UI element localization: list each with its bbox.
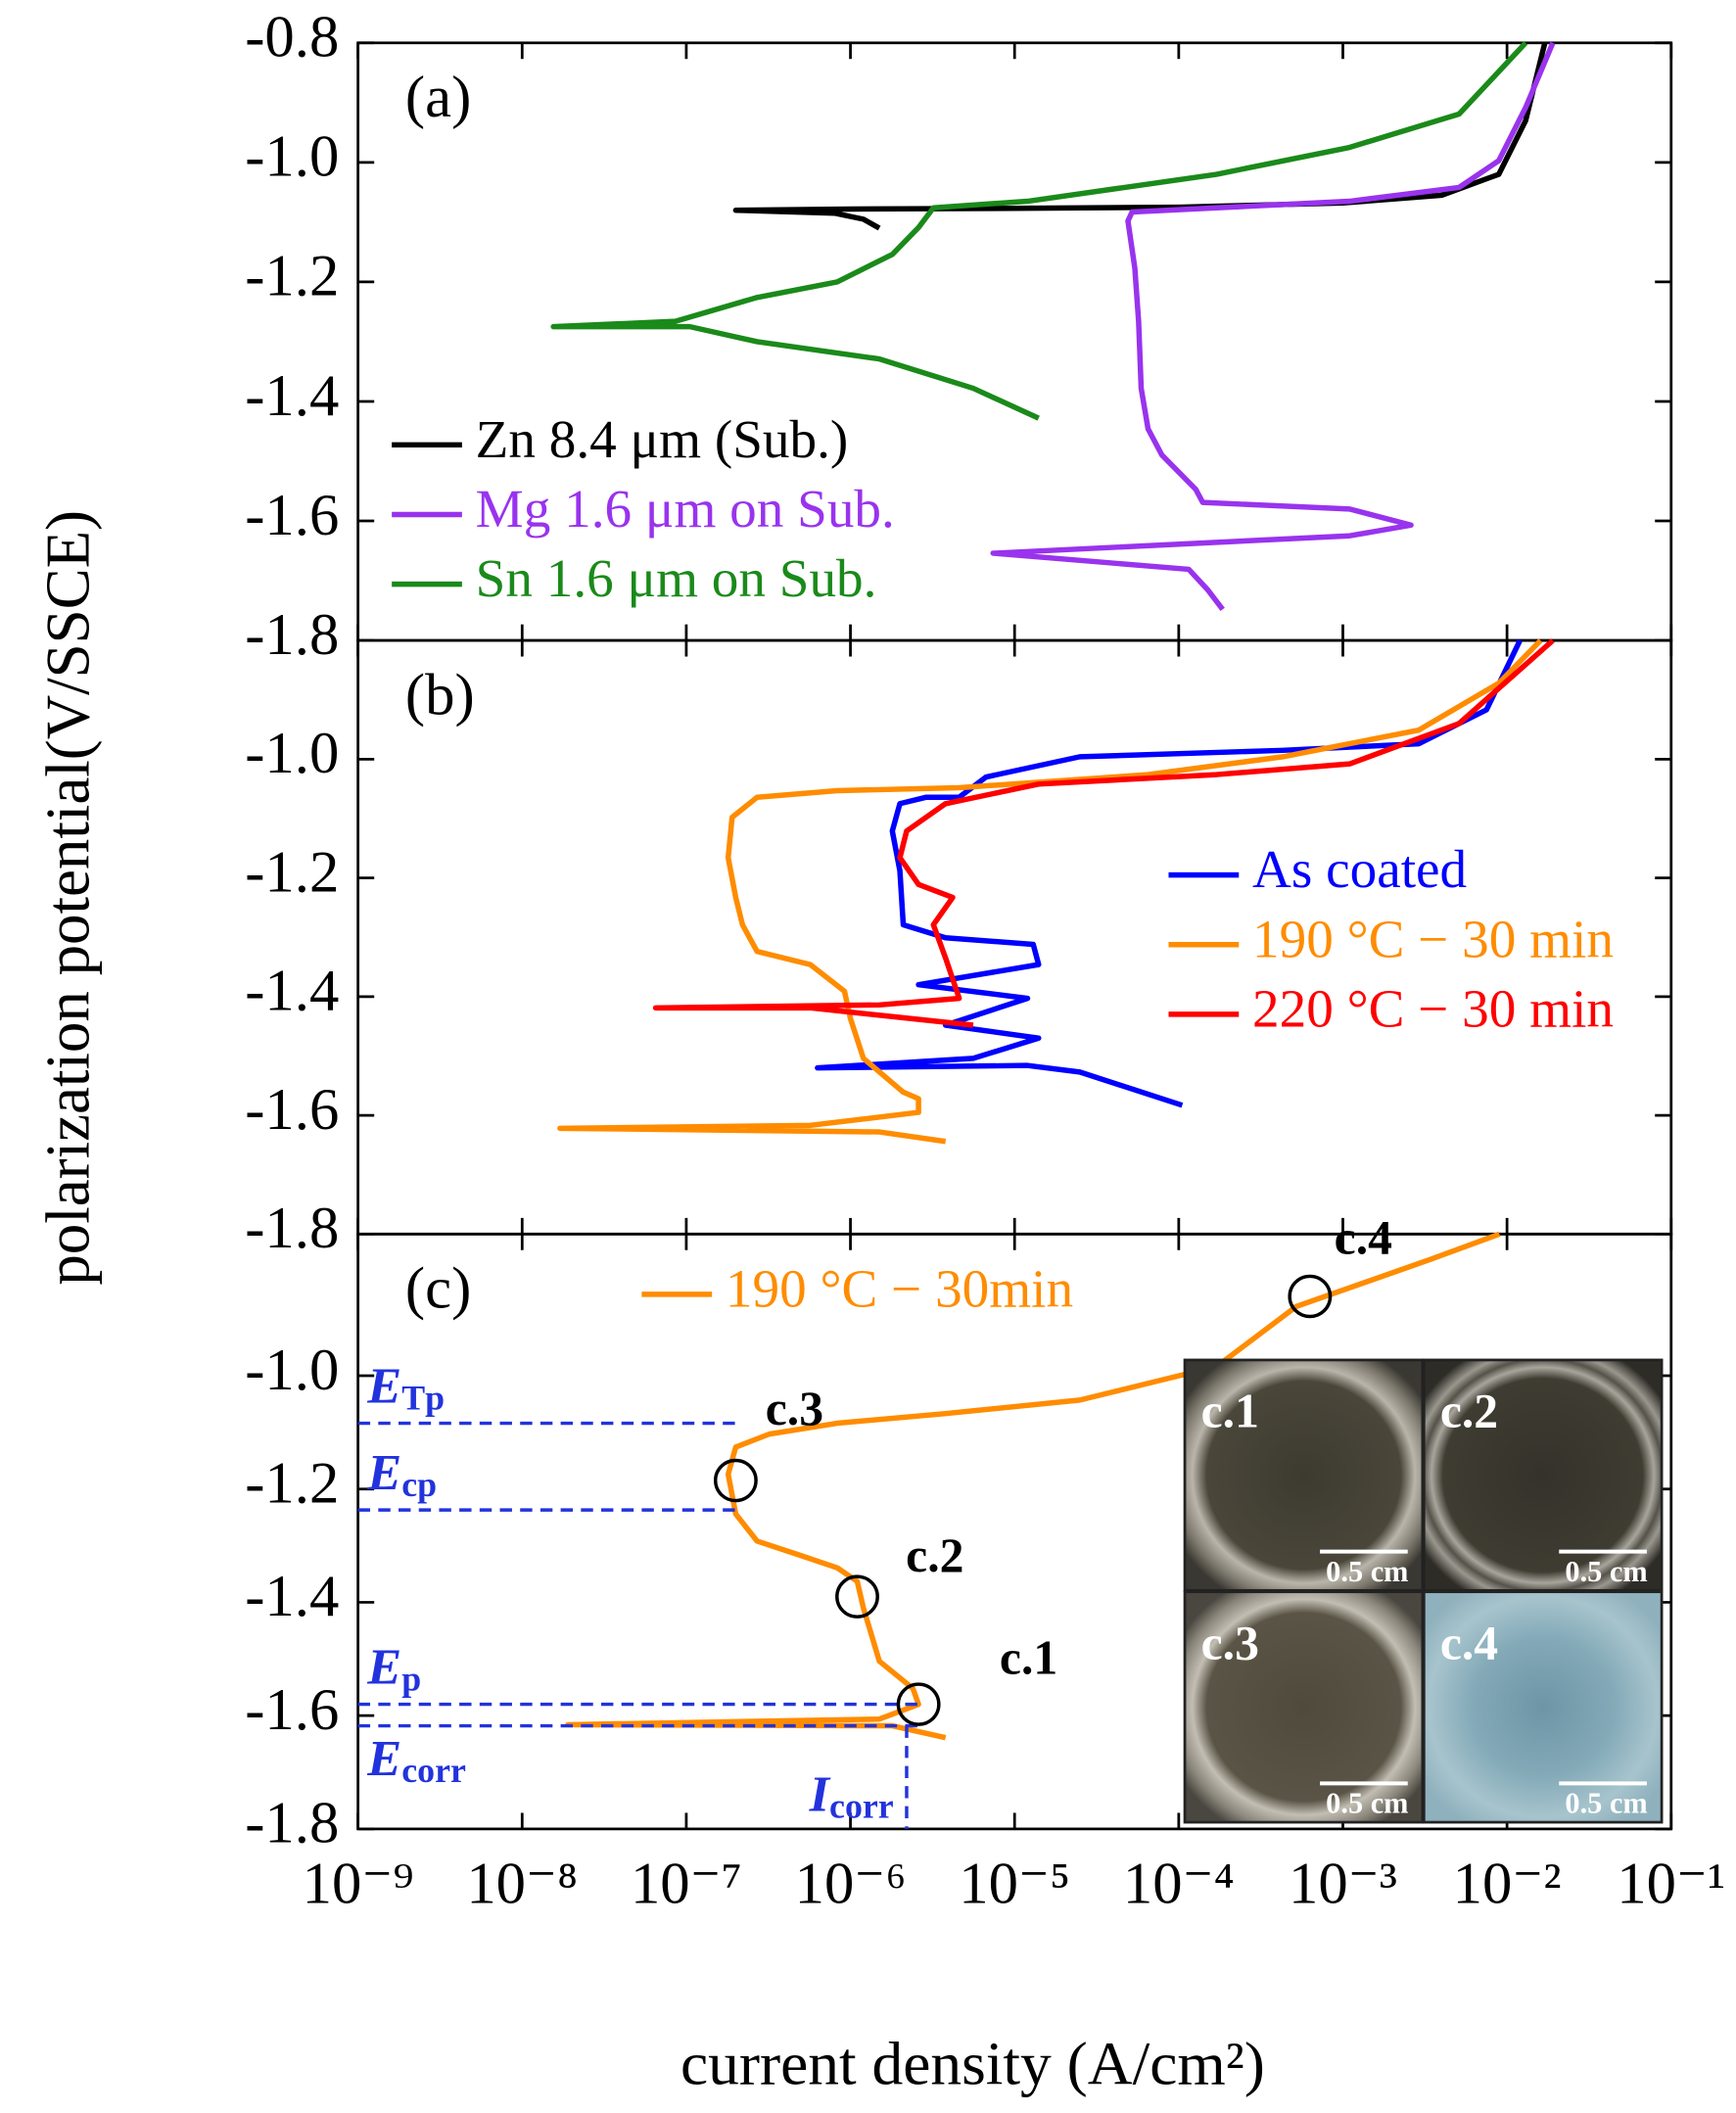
level-label: Ecp bbox=[366, 1444, 437, 1504]
legend-label: 190 °C − 30min bbox=[726, 1259, 1073, 1319]
x-tick-label: 10⁻⁷ bbox=[631, 1852, 742, 1917]
y-tick-label: -1.4 bbox=[245, 1564, 339, 1629]
panel-label: (b) bbox=[405, 663, 475, 728]
series-line bbox=[815, 638, 1523, 1108]
legend-label: Mg 1.6 μm on Sub. bbox=[476, 479, 895, 539]
x-tick-label: 10⁻⁹ bbox=[303, 1852, 414, 1917]
point-marker bbox=[835, 1574, 879, 1619]
legend-label: As coated bbox=[1252, 839, 1467, 899]
y-tick-label: -1.4 bbox=[245, 959, 339, 1024]
point-marker bbox=[896, 1682, 941, 1726]
level-label: ETp bbox=[366, 1358, 445, 1418]
y-tick-label: -1.8 bbox=[245, 1196, 339, 1261]
x-tick-label: 10⁻¹ bbox=[1617, 1852, 1725, 1917]
scale-label: 0.5 cm bbox=[1326, 1555, 1408, 1588]
x-tick-label: 10⁻³ bbox=[1289, 1852, 1397, 1917]
legend-label: 220 °C − 30 min bbox=[1252, 979, 1614, 1039]
y-tick-label: -1.6 bbox=[245, 483, 339, 548]
inset-label: c.4 bbox=[1440, 1617, 1498, 1670]
subscript: corr bbox=[829, 1787, 894, 1826]
y-axis-label: polarization potential(V/SSCE) bbox=[33, 510, 102, 1286]
current-label: Icorr bbox=[809, 1766, 894, 1826]
level-label: Ecorr bbox=[366, 1730, 466, 1790]
y-tick-label: -1.8 bbox=[245, 602, 339, 668]
y-tick-label: -1.6 bbox=[245, 1677, 339, 1743]
panel-label: (c) bbox=[405, 1256, 471, 1322]
y-tick-label: -1.4 bbox=[245, 363, 339, 429]
series-line bbox=[732, 42, 1548, 231]
point-label: c.4 bbox=[1335, 1211, 1392, 1265]
subscript: cp bbox=[401, 1466, 437, 1505]
x-tick-label: 10⁻² bbox=[1453, 1852, 1562, 1917]
inset-label: c.3 bbox=[1201, 1617, 1259, 1670]
subscript: Tp bbox=[401, 1379, 445, 1418]
point-label: c.2 bbox=[906, 1528, 963, 1582]
symbol: E bbox=[366, 1730, 401, 1787]
scale-label: 0.5 cm bbox=[1565, 1787, 1647, 1820]
symbol: E bbox=[366, 1639, 401, 1696]
symbol: E bbox=[366, 1444, 401, 1501]
y-tick-label: -1.2 bbox=[245, 1451, 339, 1517]
x-tick-label: 10⁻⁴ bbox=[1123, 1852, 1235, 1917]
legend-label: Sn 1.6 μm on Sub. bbox=[476, 548, 877, 608]
point-marker bbox=[713, 1458, 758, 1503]
y-tick-label: -1.0 bbox=[245, 124, 339, 190]
series-line bbox=[990, 41, 1556, 612]
point-marker bbox=[1288, 1274, 1333, 1319]
y-tick-label: -1.8 bbox=[245, 1791, 339, 1856]
inset-label: c.1 bbox=[1201, 1385, 1259, 1438]
series-line bbox=[652, 638, 1555, 1028]
y-tick-label: -1.6 bbox=[245, 1077, 339, 1143]
scale-label: 0.5 cm bbox=[1565, 1555, 1647, 1588]
point-label: c.1 bbox=[1000, 1631, 1057, 1685]
y-tick-label: -1.2 bbox=[245, 840, 339, 906]
subscript: p bbox=[401, 1660, 421, 1699]
y-tick-label: -1.0 bbox=[245, 721, 339, 786]
series-line bbox=[550, 40, 1528, 421]
x-tick-label: 10⁻⁸ bbox=[466, 1852, 578, 1917]
legend-label: Zn 8.4 μm (Sub.) bbox=[476, 409, 849, 469]
y-tick-label: -0.8 bbox=[245, 5, 339, 70]
scale-label: 0.5 cm bbox=[1326, 1787, 1408, 1820]
point-label: c.3 bbox=[766, 1382, 823, 1435]
y-tick-label: -1.0 bbox=[245, 1338, 339, 1403]
y-tick-label: -1.2 bbox=[245, 244, 339, 309]
symbol: E bbox=[366, 1358, 401, 1415]
x-tick-label: 10⁻⁵ bbox=[959, 1852, 1070, 1917]
panel-label: (a) bbox=[405, 65, 471, 130]
legend-label: 190 °C − 30 min bbox=[1252, 909, 1614, 968]
subscript: corr bbox=[401, 1751, 466, 1790]
inset-label: c.2 bbox=[1440, 1385, 1498, 1438]
series-line bbox=[565, 1231, 1501, 1741]
symbol: I bbox=[809, 1766, 831, 1823]
level-label: Ep bbox=[366, 1639, 421, 1699]
series-line bbox=[557, 638, 1543, 1145]
x-tick-label: 10⁻⁶ bbox=[795, 1852, 907, 1917]
x-axis-label: current density (A/cm²) bbox=[680, 2030, 1265, 2098]
